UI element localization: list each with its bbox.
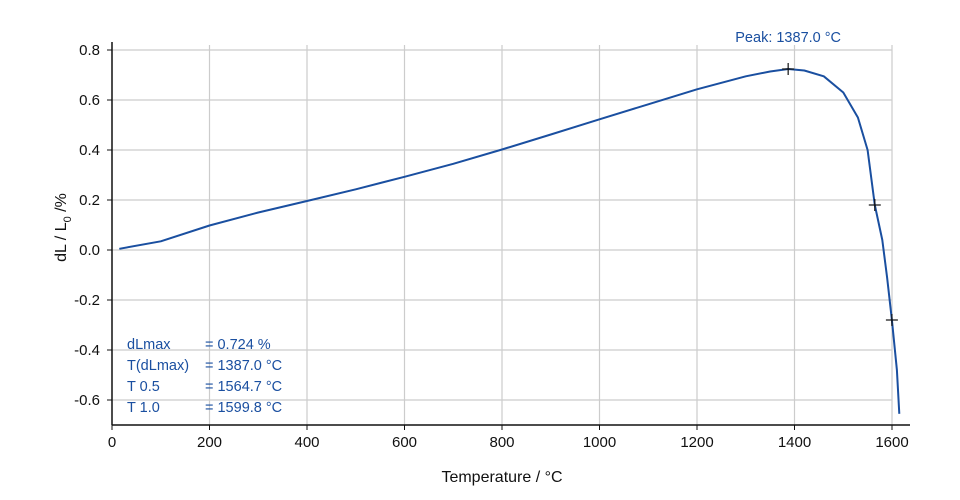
x-tick-label: 0 xyxy=(108,434,116,451)
y-tick-label: 0.4 xyxy=(79,142,100,159)
y-tick-label: 0.2 xyxy=(79,192,100,209)
cross-marker xyxy=(885,314,898,326)
x-axis-title: Temperature / °C xyxy=(441,469,562,486)
y-axis-title-suffix: /% xyxy=(53,193,70,216)
y-tick-label: 0.0 xyxy=(79,242,100,259)
result-label: T(dLmax) xyxy=(127,358,189,374)
grid xyxy=(112,45,893,425)
cross-marker xyxy=(782,63,795,75)
markers xyxy=(782,63,898,326)
tick-labels: 0 200 400 600 800 1000 1200 1400 1600 0.8 0.6 0.4 0.… xyxy=(74,42,909,451)
y-axis-title-subscript: 0 xyxy=(62,216,74,222)
series-line xyxy=(119,68,901,414)
result-value: = 0.724 % xyxy=(205,337,271,353)
y-tick-label: 0.8 xyxy=(79,42,100,59)
result-label: dLmax xyxy=(127,337,171,353)
result-label: T 1.0 xyxy=(127,400,160,416)
y-tick-label: -0.6 xyxy=(74,392,100,409)
y-tick-label: -0.2 xyxy=(74,292,100,309)
cross-marker xyxy=(868,199,881,211)
result-value: = 1564.7 °C xyxy=(205,379,282,395)
x-tick-label: 1000 xyxy=(583,434,616,451)
result-value: = 1387.0 °C xyxy=(205,358,282,374)
y-axis-title: dL / L0 /% xyxy=(53,193,74,262)
x-tick-label: 1600 xyxy=(875,434,908,451)
x-tick-label: 400 xyxy=(294,434,319,451)
y-tick-label: -0.4 xyxy=(74,342,100,359)
x-tick-label: 1400 xyxy=(778,434,811,451)
axes xyxy=(107,42,910,430)
y-tick-label: 0.6 xyxy=(79,92,100,109)
results-box: dLmax = 0.724 % T(dLmax) = 1387.0 °C T 0.5 = … xyxy=(127,337,282,416)
x-tick-label: 200 xyxy=(197,434,222,451)
peak-annotation: Peak: 1387.0 °C xyxy=(735,30,841,46)
x-tick-label: 800 xyxy=(489,434,514,451)
y-axis-title-main: dL / L xyxy=(53,222,70,262)
result-value: = 1599.8 °C xyxy=(205,400,282,416)
result-label: T 0.5 xyxy=(127,379,160,395)
x-tick-label: 1200 xyxy=(680,434,713,451)
x-tick-label: 600 xyxy=(392,434,417,451)
